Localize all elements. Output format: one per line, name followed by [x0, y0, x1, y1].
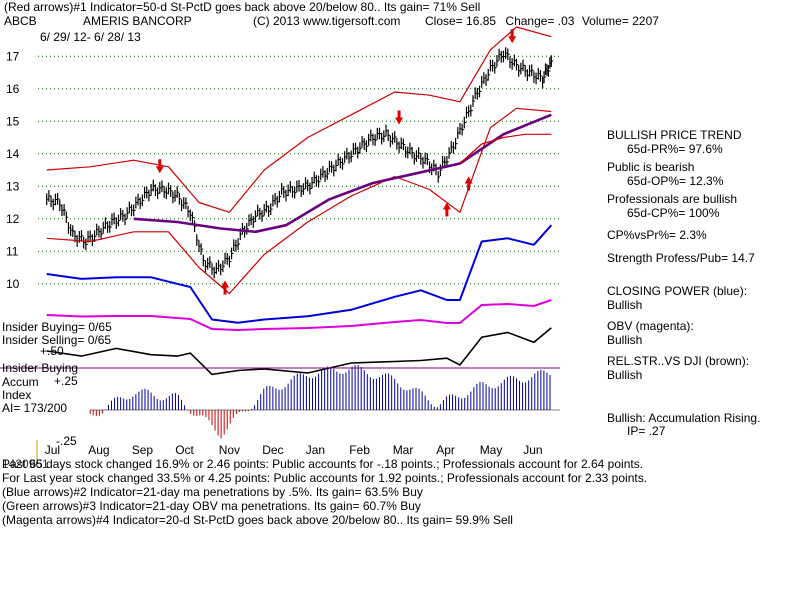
series-lines: [46, 26, 554, 376]
y-tick-label: 10: [6, 277, 20, 291]
signal-markers: [155, 29, 517, 295]
footer-line-4: (Green arrows)#3 Indicator=21-day OBV ma…: [2, 499, 421, 513]
buy-arrow-marker: [221, 280, 230, 295]
footer-line-2: For Last year stock changed 33.5% or 4.2…: [2, 471, 648, 485]
sell-arrow-marker: [155, 159, 164, 174]
company-name: AMERIS BANCORP: [83, 14, 192, 28]
relstr-line: [46, 327, 552, 376]
x-tick-label: May: [480, 443, 503, 457]
insider-selling: Insider Selling= 0/65: [2, 333, 112, 347]
x-tick-label: Apr: [436, 443, 455, 457]
footer-overlap-number: 1420961: [2, 457, 49, 471]
relstr-label: REL.STR..VS DJI (brown):: [607, 354, 750, 368]
obv-label: OBV (magenta):: [607, 319, 694, 333]
op-value: 65d-OP%= 12.3%: [627, 174, 724, 188]
accumulation-bars: [89, 365, 560, 439]
sell-arrow-marker: [395, 110, 404, 125]
insider-buying-2: Insider Buying: [2, 361, 79, 375]
upper-band-line: [46, 26, 552, 213]
x-tick-label: Jul: [45, 443, 60, 457]
footer-line-5: (Magenta arrows)#4 Indicator=20-d St-Pct…: [2, 513, 513, 527]
footer-line-1: 1420961 Past 65 days stock changed 16.9%…: [2, 458, 643, 471]
accum-tick-plus50: +.50: [40, 344, 64, 358]
change-value: .03: [557, 14, 575, 28]
ticker-symbol: ABCB: [4, 14, 37, 28]
cp-vs-pr: CP%vsPr%= 2.3%: [607, 228, 707, 242]
x-tick-label: Mar: [393, 443, 414, 457]
x-tick-label: Dec: [262, 443, 283, 457]
accum-status: Bullish: Accumulation Rising.: [607, 411, 761, 425]
chart-grid: [38, 55, 560, 285]
sell-arrow-marker: [508, 29, 517, 44]
close-label: Close=: [425, 14, 463, 28]
ai-value: AI= 173/200: [2, 401, 68, 415]
long-ma-line: [133, 113, 552, 234]
buy-arrow-marker: [442, 202, 451, 217]
y-tick-label: 13: [6, 179, 20, 193]
strength-ratio: Strength Profess/Pub= 14.7: [607, 251, 755, 265]
footer-line-3: (Blue arrows)#2 Indicator=21-day ma pene…: [2, 485, 423, 499]
y-tick-label: 14: [6, 147, 20, 161]
accum-tick-minus25: -.25: [56, 434, 77, 448]
professional-status: Professionals are bullish: [607, 192, 738, 206]
public-status: Public is bearish: [607, 160, 695, 174]
x-axis-ticks: Jul Aug Sep Oct Nov Dec Jan Feb Mar Apr May Jun: [45, 443, 543, 457]
y-tick-label: 17: [6, 49, 20, 63]
x-tick-label: Aug: [88, 443, 109, 457]
relstr-value: Bullish: [607, 368, 643, 382]
x-tick-label: Oct: [175, 443, 194, 457]
change-label: Change=: [505, 14, 555, 28]
volume-label: Volume=: [581, 14, 629, 28]
indicator-1-line: (Red arrows)#1 Indicator=50-d St-PctD go…: [4, 0, 481, 14]
date-range: 6/ 29/ 12- 6/ 28/ 13: [40, 30, 141, 44]
pr-value: 65d-PR%= 97.6%: [627, 142, 723, 156]
copyright: (C) 2013 www.tigersoft.com: [253, 14, 401, 28]
accum-label: Accum: [2, 375, 39, 389]
y-tick-label: 16: [6, 82, 20, 96]
x-tick-label: Jan: [306, 443, 325, 457]
closing-power-line: [46, 224, 553, 324]
cp-value: 65d-CP%= 100%: [627, 206, 720, 220]
close-readout: Close= 16.85 Change= .03 Volume= 2207: [425, 15, 659, 28]
obv-value: Bullish: [607, 333, 643, 347]
trend-title: BULLISH PRICE TREND: [607, 128, 742, 142]
volume-value: 2207: [632, 14, 659, 28]
obv-line: [46, 299, 552, 332]
accum-tick-plus25: +.25: [54, 374, 78, 388]
footer-line-1-text: Past 65 days stock changed 16.9% or 2.46…: [2, 457, 644, 471]
buy-arrow-marker: [464, 176, 473, 191]
insider-buying: Insider Buying= 0/65: [2, 320, 112, 334]
y-tick-label: 12: [6, 212, 20, 226]
y-tick-label: 15: [6, 114, 20, 128]
y-axis-ticks: 10 11 12 13 14 15 16 17: [6, 49, 20, 291]
y-tick-label: 11: [6, 244, 19, 258]
x-tick-label: Sep: [132, 443, 154, 457]
x-tick-label: Jun: [523, 443, 542, 457]
close-value: 16.85: [466, 14, 497, 28]
index-label: Index: [2, 388, 32, 402]
x-tick-label: Nov: [219, 443, 240, 457]
flat-ma-line: [459, 133, 552, 164]
closing-power-value: Bullish: [607, 298, 643, 312]
closing-power-label: CLOSING POWER (blue):: [607, 284, 748, 298]
lower-band-line: [46, 107, 552, 295]
x-tick-label: Feb: [349, 443, 370, 457]
ip-value: IP= .27: [627, 424, 666, 438]
